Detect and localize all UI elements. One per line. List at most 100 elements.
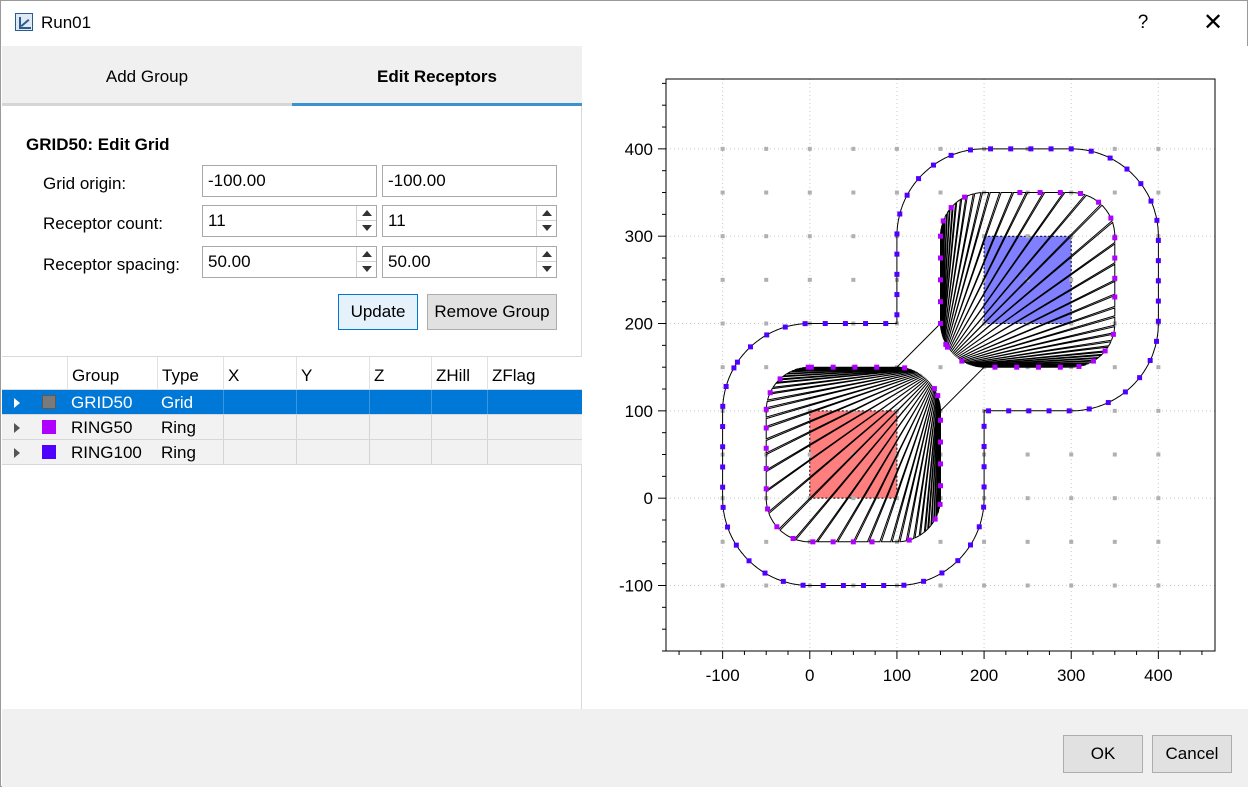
- update-button[interactable]: Update: [338, 294, 418, 330]
- ring-receptor-point: [948, 152, 954, 158]
- ok-button[interactable]: OK: [1063, 735, 1143, 773]
- spin-up-icon[interactable]: [536, 206, 556, 221]
- ring-receptor-point: [916, 176, 922, 182]
- table-row[interactable]: RING50 Ring: [2, 415, 582, 440]
- ring-receptor-point: [840, 583, 846, 589]
- grid-receptor-point: [894, 190, 899, 195]
- grid-receptor-point: [1156, 365, 1161, 370]
- cancel-button[interactable]: Cancel: [1152, 735, 1232, 773]
- table-row[interactable]: RING100 Ring: [2, 440, 582, 465]
- ring-receptor-point: [774, 524, 780, 530]
- ring-receptor-point: [725, 524, 731, 530]
- grid-receptor-point: [1112, 452, 1117, 457]
- receptor-spacing-x-stepper[interactable]: 50.00: [202, 246, 377, 278]
- ring-receptor-point: [897, 211, 903, 217]
- grid-receptor-point: [1112, 583, 1117, 588]
- grid-receptor-point: [851, 277, 856, 282]
- table-row[interactable]: GRID50 Grid: [2, 390, 582, 415]
- ring-receptor-point: [883, 321, 889, 327]
- ring-receptor-point: [1155, 258, 1161, 264]
- column-header-zhill[interactable]: ZHill: [431, 357, 487, 390]
- ring-receptor-point: [1028, 146, 1034, 152]
- receptor-spacing-y-stepper[interactable]: 50.00: [382, 246, 557, 278]
- close-button[interactable]: ✕: [1202, 9, 1224, 36]
- ring-receptor-point: [1077, 191, 1083, 197]
- ring-receptor-point: [1006, 408, 1012, 414]
- grid-receptor-point: [1069, 321, 1074, 326]
- ring-receptor-point: [938, 417, 943, 423]
- receptor-count-y-stepper[interactable]: 11: [382, 205, 557, 237]
- grid-receptor-point: [1156, 539, 1161, 544]
- group-color-swatch: [42, 395, 56, 409]
- grid-receptor-point: [894, 496, 899, 501]
- spin-down-icon[interactable]: [536, 262, 556, 277]
- ring-receptor-point: [1026, 408, 1032, 414]
- edit-grid-title: GRID50: Edit Grid: [26, 135, 170, 154]
- ring-receptor-point: [1036, 364, 1042, 370]
- grid-origin-y-input[interactable]: -100.00: [382, 165, 557, 197]
- ring-receptor-point: [935, 393, 941, 399]
- receptor-count-x-stepper[interactable]: 11: [202, 205, 377, 237]
- y-cell: [296, 415, 369, 439]
- ring-receptor-point: [830, 364, 836, 370]
- ring-receptor-point: [1014, 364, 1020, 370]
- ring-receptor-point: [720, 424, 726, 430]
- x-tick-label: 200: [970, 666, 998, 685]
- ring-receptor-point: [720, 464, 726, 470]
- column-header-type[interactable]: Type: [157, 357, 223, 390]
- expand-arrow-icon[interactable]: [14, 398, 20, 408]
- grid-origin-x-input[interactable]: -100.00: [202, 165, 377, 197]
- x-tick-label: -100: [706, 666, 740, 685]
- ring-receptor-point: [1088, 148, 1094, 154]
- tab-edit-receptors[interactable]: Edit Receptors: [292, 46, 582, 106]
- zflag-cell: [487, 415, 582, 439]
- grid-receptor-point: [764, 190, 769, 195]
- ring-receptor-point: [938, 233, 943, 239]
- ring-receptor-point: [720, 403, 726, 409]
- y-tick-label: 300: [625, 227, 653, 246]
- expand-arrow-icon[interactable]: [14, 448, 20, 458]
- column-header-zflag[interactable]: ZFlag: [487, 357, 582, 390]
- tab-add-group[interactable]: Add Group: [2, 46, 292, 106]
- ring-receptor-point: [1154, 338, 1160, 344]
- group-cell: GRID50: [71, 393, 133, 412]
- spin-down-icon[interactable]: [536, 221, 556, 236]
- grid-receptor-point: [1025, 234, 1030, 239]
- ring-receptor-point: [1066, 408, 1072, 414]
- grid-receptor-point: [1156, 452, 1161, 457]
- help-button[interactable]: ?: [1137, 12, 1149, 33]
- column-header-group[interactable]: Group: [67, 357, 157, 390]
- spin-up-icon[interactable]: [356, 206, 376, 221]
- grid-receptor-point: [764, 234, 769, 239]
- spin-up-icon[interactable]: [536, 247, 556, 262]
- x-tick-label: 300: [1057, 666, 1085, 685]
- column-header-x[interactable]: X: [223, 357, 296, 390]
- grid-receptor-point: [982, 583, 987, 588]
- spin-down-icon[interactable]: [356, 262, 376, 277]
- ring-receptor-point: [1155, 278, 1161, 284]
- ring-receptor-point: [1008, 146, 1014, 152]
- ring-receptor-point: [822, 321, 828, 327]
- column-header-y[interactable]: Y: [296, 357, 369, 390]
- ring-receptor-point: [1138, 181, 1144, 187]
- ring-receptor-point: [939, 570, 945, 576]
- column-header-z[interactable]: Z: [369, 357, 431, 390]
- spin-up-icon[interactable]: [356, 247, 376, 262]
- expand-arrow-icon[interactable]: [14, 423, 20, 433]
- spin-down-icon[interactable]: [356, 221, 376, 236]
- group-cell: RING100: [71, 443, 142, 462]
- remove-group-button[interactable]: Remove Group: [427, 294, 557, 330]
- ring-receptor-point: [894, 231, 900, 237]
- ring-receptor-point: [763, 425, 769, 431]
- ring-receptor-point: [1057, 190, 1063, 196]
- ring-receptor-point: [863, 321, 869, 327]
- receptor-plot[interactable]: -100 0 100 200 300 400 -100 0 100 200 300 400: [584, 46, 1248, 709]
- ring-receptor-point: [1048, 146, 1054, 152]
- ring-receptor-point: [940, 218, 946, 224]
- ring-receptor-point: [894, 271, 900, 277]
- ring-receptor-point: [894, 292, 900, 298]
- ring-receptor-point: [763, 466, 769, 472]
- group-cell: RING50: [71, 418, 133, 437]
- ring-receptor-point: [720, 484, 726, 490]
